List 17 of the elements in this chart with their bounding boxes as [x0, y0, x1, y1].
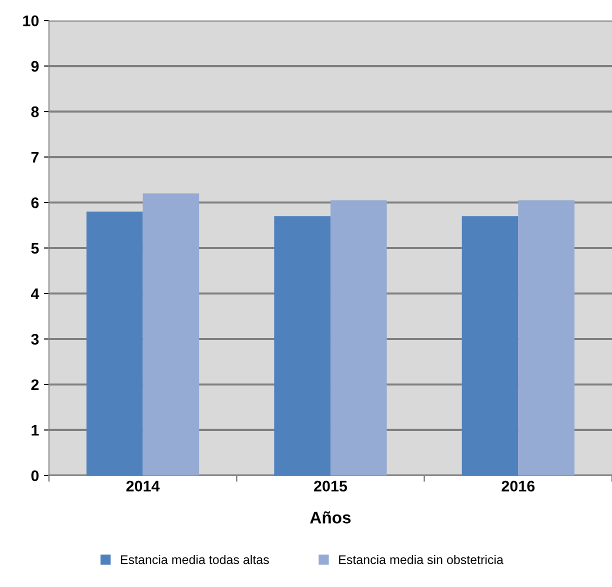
legend-label: Estancia media sin obstetricia — [339, 554, 504, 564]
x-tick-label: 2014 — [126, 480, 160, 492]
y-tick-label: 10 — [23, 15, 39, 26]
y-tick-label: 9 — [31, 60, 39, 72]
y-tick-label: 5 — [31, 243, 39, 254]
legend-label: Estancia media todas altas — [120, 554, 269, 564]
y-tick-label: 0 — [31, 470, 39, 482]
y-tick-label: 2 — [31, 379, 39, 390]
y-tick-label: 7 — [31, 152, 39, 163]
x-tick-label: 2016 — [502, 480, 535, 492]
y-tick-label: 3 — [31, 334, 39, 345]
x-tick-label: 2015 — [314, 480, 348, 492]
x-axis-title: Años — [310, 511, 351, 524]
y-tick-label: 4 — [30, 288, 40, 300]
y-tick-label: 8 — [31, 106, 39, 118]
y-tick-label: 6 — [31, 197, 39, 208]
y-tick-label: 1 — [32, 425, 39, 436]
